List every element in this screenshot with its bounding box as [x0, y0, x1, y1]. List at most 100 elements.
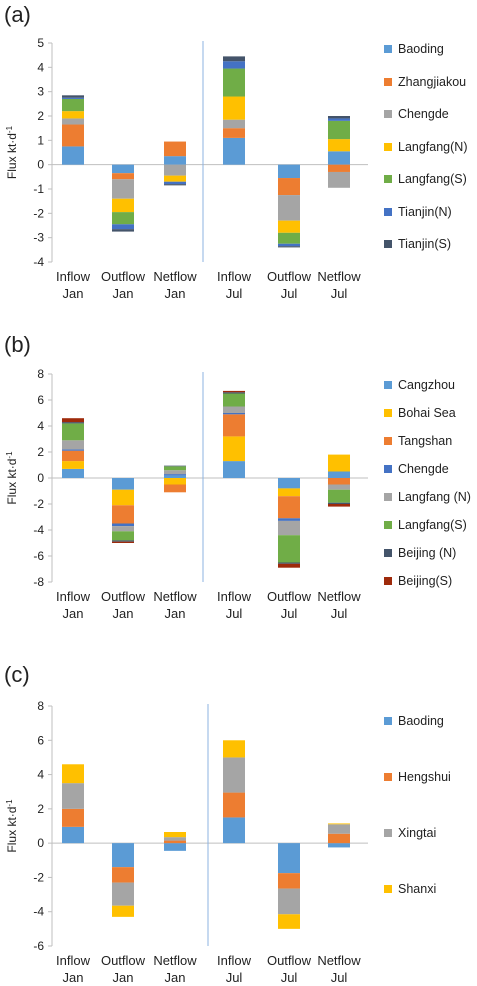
legend-swatch [384, 773, 392, 781]
bar-segment [223, 128, 245, 138]
chart-plot: -6 -4 -2 0 2 4 6 8 Flux kt·d-1 Inflow Jan Outflow Ja… [5, 699, 368, 985]
bar-segment [112, 505, 134, 524]
legend-label: Chengde [398, 107, 449, 121]
bar-segment [62, 111, 84, 119]
x-tick-label: Inflow [56, 269, 91, 284]
chart-plot: -4 -3 -2 -1 0 1 2 3 4 5 Flux kt·d-1 Inflow Jan Outflo… [5, 36, 368, 301]
bar-segment [328, 824, 350, 834]
x-tick-label: Jul [281, 286, 298, 301]
bar-segment [223, 817, 245, 844]
bar-segment [164, 832, 186, 838]
x-tick-label: Netflow [153, 589, 197, 604]
bar-segment [328, 833, 350, 844]
bar-segment [112, 173, 134, 180]
x-tick-label: Jan [63, 970, 84, 985]
bar-segment [278, 164, 300, 179]
bar-segment [112, 541, 134, 543]
bar-segment [164, 470, 186, 475]
legend-label: Langfang (N) [398, 490, 471, 504]
x-tick-label: Inflow [56, 953, 91, 968]
x-tick-label: Jul [331, 286, 348, 301]
y-tick-label: 4 [37, 60, 44, 74]
y-tick-label: 2 [37, 802, 44, 816]
bar-segment [112, 523, 134, 527]
y-tick-label: -2 [33, 206, 44, 220]
y-tick-label: -3 [33, 231, 44, 245]
legend-item: Chengde [384, 107, 449, 121]
bar-segment [223, 393, 245, 407]
legend-swatch [384, 381, 392, 389]
chart-panel-a: (a) -4 -3 -2 -1 0 1 2 3 4 5 Flux kt·d-1 Inflow Jan Ou… [0, 0, 477, 320]
y-tick-label: 2 [37, 445, 44, 459]
x-tick-label: Jul [226, 970, 243, 985]
bar-segment [223, 96, 245, 120]
x-tick-label: Netflow [153, 953, 197, 968]
bar-segment [223, 56, 245, 62]
bar-segment [62, 97, 84, 99]
bar-segment [223, 757, 245, 793]
bar-segment [328, 478, 350, 485]
bar-segment [164, 478, 186, 485]
legend-item: Shanxi [384, 882, 436, 896]
bar-segment [112, 229, 134, 232]
bar-segment [328, 823, 350, 825]
bar-segment [223, 461, 245, 478]
bar-segment [164, 484, 186, 493]
x-tick-label: Netflow [317, 269, 361, 284]
bar-segment [278, 873, 300, 889]
bar-segment [112, 867, 134, 883]
legend-label: Tangshan [398, 434, 453, 448]
bar-segment [164, 184, 186, 186]
bar-segment [278, 518, 300, 521]
bar-segment [62, 418, 84, 423]
y-tick-label: -6 [33, 939, 44, 953]
bar-segment [328, 502, 350, 504]
panel-label: (b) [4, 332, 31, 357]
x-tick-label: Jan [165, 970, 186, 985]
bar-segment [62, 118, 84, 125]
bar-segment [164, 141, 186, 157]
bar-segment [278, 232, 300, 244]
legend-label: Chengde [398, 462, 449, 476]
y-tick-label: 5 [37, 36, 44, 50]
legend-item: Tangshan [384, 434, 452, 448]
legend-swatch [384, 437, 392, 445]
bar-segment [328, 454, 350, 472]
bar-segment [112, 843, 134, 868]
bar-segment [278, 843, 300, 874]
bar-segment [112, 224, 134, 230]
bar-segment [328, 164, 350, 172]
bar-segment [278, 535, 300, 563]
bar-segment [223, 792, 245, 818]
bar-segment [223, 390, 245, 393]
bar-segment [164, 175, 186, 182]
bar-segment [164, 181, 186, 185]
bar-segment [328, 504, 350, 507]
legend-item: Langfang (N) [384, 490, 471, 504]
bar-segment [164, 465, 186, 467]
bar-segment [223, 740, 245, 758]
chart-legend: Cangzhou Bohai Sea Tangshan Chengde Langfang… [384, 330, 476, 650]
legend-item: Cangzhou [384, 378, 455, 392]
legend-swatch [384, 465, 392, 473]
legend-label: Hengshui [398, 770, 451, 784]
x-tick-label: Outflow [101, 589, 146, 604]
bar-segment [328, 171, 350, 188]
bar-segment [223, 406, 245, 413]
y-tick-label: -4 [33, 905, 44, 919]
bar-segment [278, 195, 300, 221]
panel-label: (c) [4, 662, 30, 687]
chart-panel-b: (b) -8 -6 -4 -2 0 2 4 6 8 Flux kt·d-1 Inflow Jan Out… [0, 330, 477, 650]
legend-item: Zhangjiakou [384, 75, 466, 89]
y-tick-label: 3 [37, 85, 44, 99]
legend-item: Tianjin(S) [384, 237, 451, 251]
bar-segment [62, 764, 84, 784]
legend-swatch [384, 142, 392, 151]
bar-segment [223, 414, 245, 437]
x-tick-label: Outflow [101, 953, 146, 968]
legend-swatch [384, 240, 392, 248]
legend-label: Bohai Sea [398, 406, 456, 420]
bar-segment [164, 474, 186, 476]
bar-segment [112, 531, 134, 541]
legend-swatch [384, 885, 392, 893]
